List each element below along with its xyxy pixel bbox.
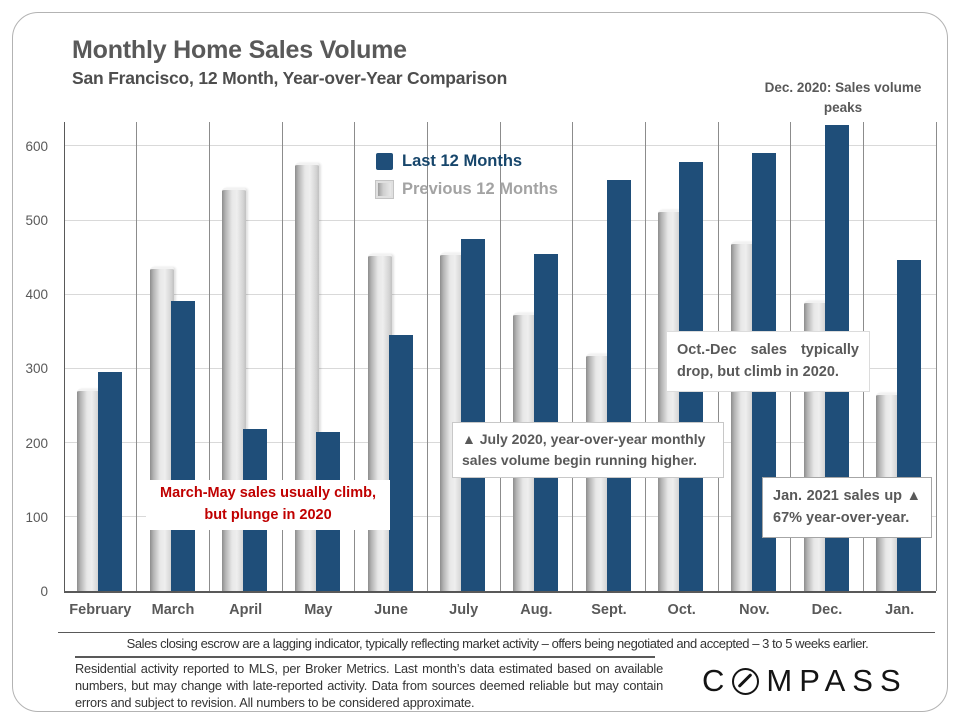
x-axis-label-jan: Jan. xyxy=(885,602,915,618)
annotation-jan-2021: Jan. 2021 sales up ▲ 67% year-over-year. xyxy=(762,477,932,538)
footnote-lagging-indicator: Sales closing escrow are a lagging indic… xyxy=(126,636,869,651)
group-divider-2 xyxy=(208,122,210,591)
x-axis-label-sept: Sept. xyxy=(591,602,627,618)
annotation-march-may: March-May sales usually climb, but plung… xyxy=(146,480,390,530)
bar-previous12-february xyxy=(77,389,101,591)
bar-previous12-march xyxy=(149,266,174,591)
y-tick-label-300: 300 xyxy=(25,361,48,377)
bar-previous12-nov xyxy=(731,241,755,591)
bar-previous12-july xyxy=(440,252,465,591)
legend-label-previous-12-months: Previous 12 Months xyxy=(402,180,558,198)
group-divider-5 xyxy=(426,122,428,591)
compass-o-slash-icon xyxy=(732,667,760,695)
group-divider-6 xyxy=(499,122,501,591)
annotation-july-2020: ▲ July 2020, year-over-year monthly sale… xyxy=(452,422,724,478)
group-divider-3 xyxy=(281,122,283,591)
y-tick-label-100: 100 xyxy=(25,509,48,525)
x-axis-label-nov: Nov. xyxy=(739,602,770,618)
plot-area: Last 12 Months Previous 12 Months March-… xyxy=(63,122,937,593)
compass-logo: C MPASS xyxy=(702,663,922,699)
x-axis-label-february: February xyxy=(69,602,132,618)
legend-item-last-12-months: Last 12 Months xyxy=(376,152,558,171)
annotation-oct-dec: Oct.-Dec sales typically drop, but climb… xyxy=(666,331,870,392)
legend: Last 12 Months Previous 12 Months xyxy=(375,152,558,208)
divider-line-full xyxy=(58,632,935,633)
legend-item-previous-12-months: Previous 12 Months xyxy=(375,180,558,199)
legend-label-last-12-months: Last 12 Months xyxy=(402,152,523,170)
x-axis-label-april: April xyxy=(229,602,263,618)
x-axis-label-may: May xyxy=(304,602,333,618)
footnote-disclaimer: Residential activity reported to MLS, pe… xyxy=(75,661,663,710)
x-axis-label-oct: Oct. xyxy=(667,602,696,618)
chart-title: Monthly Home Sales Volume xyxy=(72,36,407,64)
bar-last12-june xyxy=(388,335,413,591)
y-tick-label-400: 400 xyxy=(25,287,48,303)
bar-previous12-june xyxy=(367,254,392,591)
y-tick-label-0: 0 xyxy=(40,584,48,599)
x-axis-label-june: June xyxy=(374,602,408,618)
group-divider-12 xyxy=(935,122,937,591)
group-divider-1 xyxy=(136,122,138,591)
x-axis-label-july: July xyxy=(449,602,479,618)
y-tick-label-500: 500 xyxy=(25,213,48,229)
group-divider-4 xyxy=(354,122,356,591)
bar-last12-february xyxy=(98,372,122,591)
legend-swatch-previous-12-months-icon xyxy=(375,180,394,199)
compass-logo-rest: MPASS xyxy=(766,663,908,698)
x-axis-label-march: March xyxy=(151,602,195,618)
x-axis-label-aug: Aug. xyxy=(520,602,553,618)
chart-subtitle: San Francisco, 12 Month, Year-over-Year … xyxy=(72,68,508,88)
divider-line-partial xyxy=(75,656,655,658)
y-tick-label-200: 200 xyxy=(25,435,48,451)
bar-previous12-oct xyxy=(658,209,683,591)
group-divider-8 xyxy=(644,122,646,591)
y-axis-line xyxy=(63,122,65,591)
bar-last12-march xyxy=(170,300,195,591)
compass-logo-c: C xyxy=(702,663,732,698)
legend-swatch-last-12-months-icon xyxy=(376,153,393,170)
x-axis-label-dec: Dec. xyxy=(811,602,843,618)
y-tick-label-600: 600 xyxy=(25,138,48,154)
annotation-dec-peak: Dec. 2020: Sales volume peaks xyxy=(764,80,922,115)
bar-last12-july xyxy=(461,239,486,591)
group-divider-7 xyxy=(572,122,574,591)
bar-last12-jan xyxy=(897,260,922,591)
bar-last12-sept xyxy=(606,180,631,591)
